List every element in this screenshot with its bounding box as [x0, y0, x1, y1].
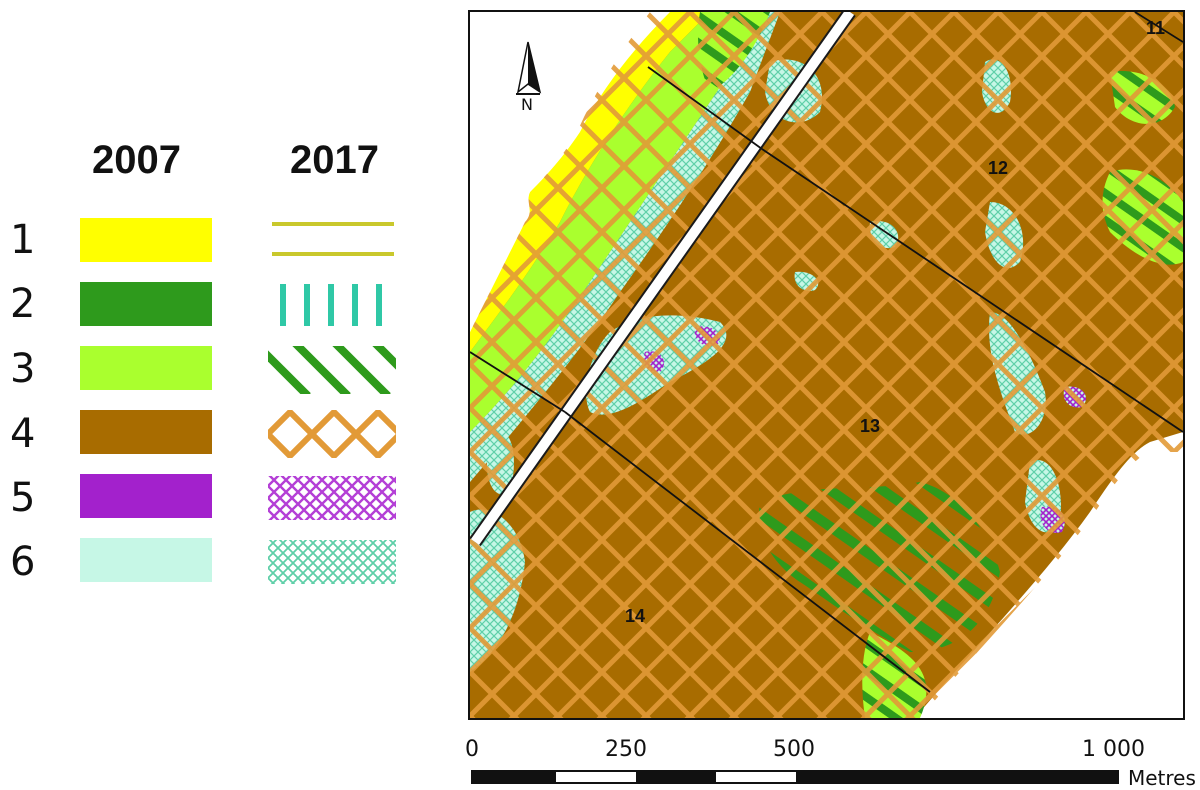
legend-swatch-2007-class-2 — [80, 282, 212, 326]
legend-pattern-2017-class-1 — [272, 222, 394, 256]
legend-class-number: 4 — [10, 411, 36, 457]
legend-class-number: 2 — [10, 281, 36, 327]
scale-tick-1000: 1 000 — [1082, 737, 1145, 762]
legend-swatch-2007-class-6 — [80, 538, 212, 582]
legend-pattern-2017-class-5 — [268, 476, 396, 520]
legend-pattern-2017-class-3 — [268, 346, 396, 394]
legend-pattern-2017-class-4 — [268, 410, 396, 458]
sea-cover-southeast — [920, 452, 1183, 718]
scale-tick-500: 500 — [773, 737, 815, 762]
legend-class-number: 5 — [10, 475, 36, 521]
legend-class-number: 6 — [10, 539, 36, 585]
land-cover-map: 11 12 13 14 N — [470, 12, 1183, 718]
scale-unit-label: Metres — [1128, 766, 1196, 790]
legend-swatch-2007-class-4 — [80, 410, 212, 454]
legend-class-number: 1 — [10, 217, 36, 263]
legend-header-2007: 2007 — [92, 138, 181, 182]
legend-pattern-2017-class-6 — [268, 540, 396, 584]
legend-swatch-2007-class-1 — [80, 218, 212, 262]
scale-tick-0: 0 — [465, 737, 479, 762]
parcel-boundaries — [470, 12, 1183, 693]
road-surface — [470, 12, 855, 545]
parcel-label-12: 12 — [988, 158, 1008, 178]
legend-class-number: 3 — [10, 346, 36, 392]
legend-header-2017: 2017 — [290, 138, 379, 182]
parcel-label-13: 13 — [860, 416, 880, 436]
north-arrow-label: N — [521, 95, 533, 114]
scale-bar — [471, 770, 1119, 784]
scale-tick-250: 250 — [605, 737, 647, 762]
legend-swatch-2007-class-3 — [80, 346, 212, 390]
parcel-label-11: 11 — [1146, 18, 1165, 38]
north-arrow-icon — [516, 41, 542, 95]
map-panel[interactable]: 11 12 13 14 N — [468, 10, 1185, 720]
parcel-label-14: 14 — [625, 606, 645, 626]
sea-cover-northwest — [470, 12, 650, 332]
legend-swatch-2007-class-5 — [80, 474, 212, 518]
legend-pattern-2017-class-2 — [280, 284, 382, 326]
